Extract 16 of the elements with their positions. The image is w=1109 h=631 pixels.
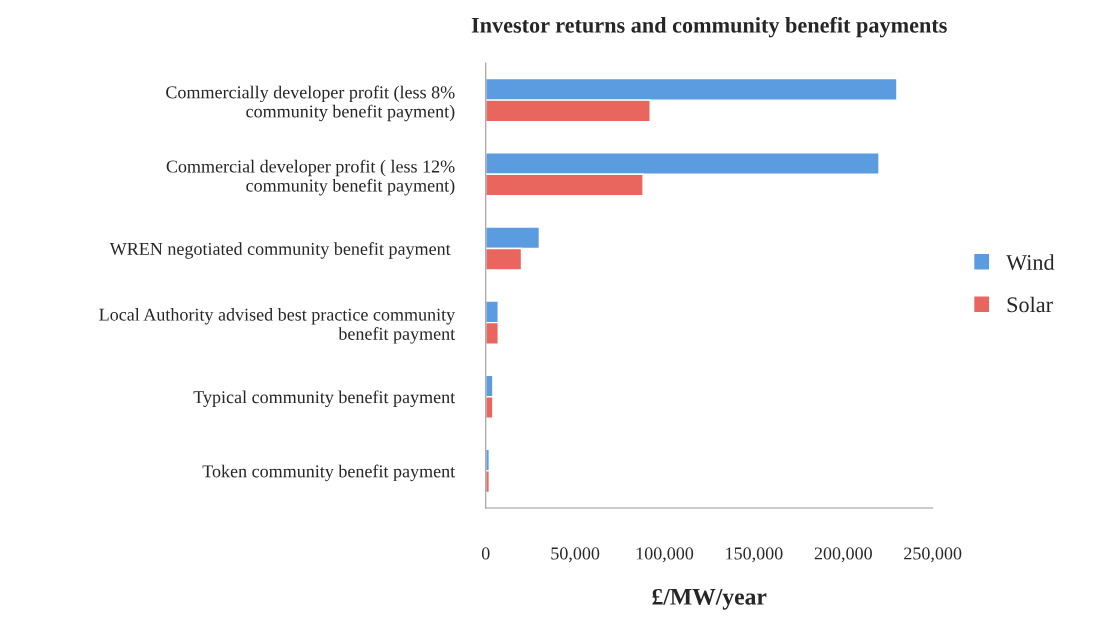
y-tick-label: Commercially developer profit (less 8% community benefit payment) [166,85,455,122]
x-tick-label: 50,000 [551,547,600,563]
x-tick-label: 200,000 [814,547,872,563]
x-tick-label: 150,000 [726,547,783,563]
x-tick-label: 100,000 [636,547,694,563]
y-tick-label: Typical community benefit payment [193,390,456,407]
y-tick-label: WREN negotiated community benefit payment [109,242,451,259]
chart-title: Investor returns and community benefit payments [471,16,947,38]
y-tick-label: Token community benefit payment [202,464,456,482]
legend-label: Wind [1006,254,1055,271]
y-tick-label: Local Authority advised best practice community benefit payment [99,308,456,344]
x-tick-label: 250,000 [904,547,962,563]
x-tick-label: 0 [481,547,490,560]
y-tick-label: Commercial developer profit ( less 12% community benefit payment) [166,159,455,196]
x-axis-title: £/MW/year [652,588,767,610]
legend-label: Solar [1007,296,1053,313]
